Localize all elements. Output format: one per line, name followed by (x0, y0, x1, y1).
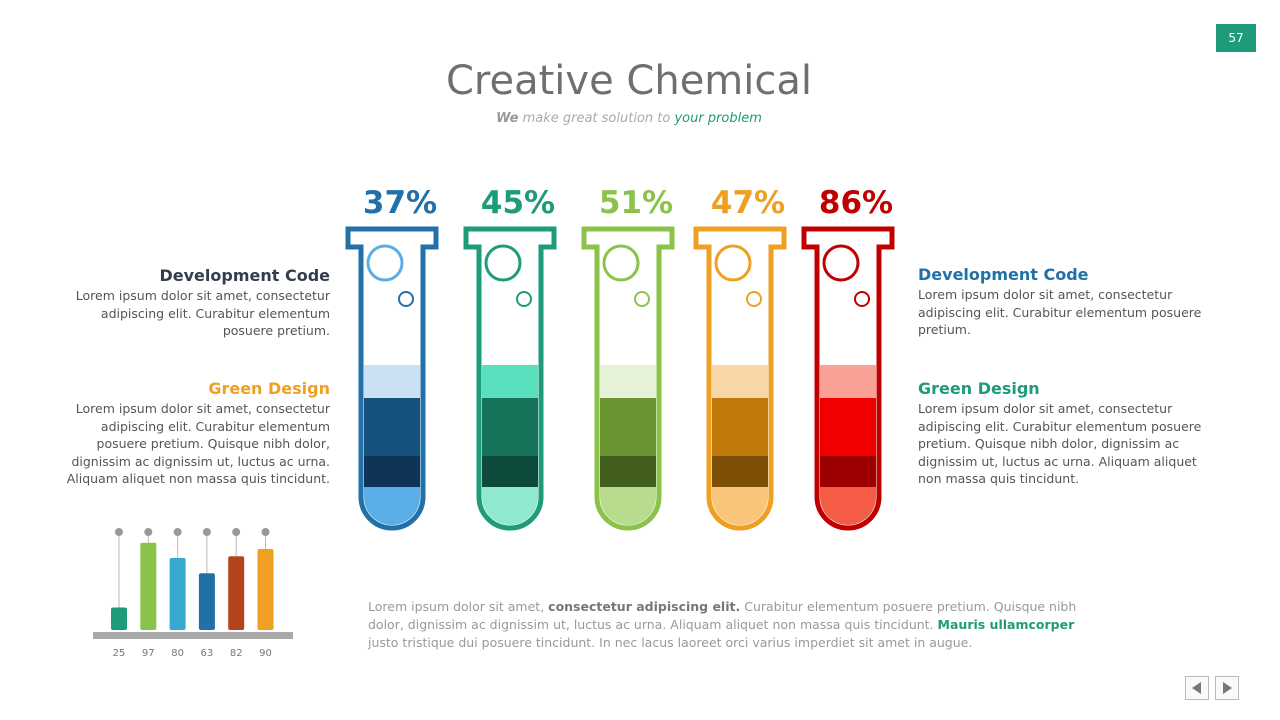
stem-dot (261, 528, 270, 536)
value-label: 82 (230, 648, 243, 659)
bubble (484, 244, 522, 282)
liquid-bottom (820, 487, 876, 525)
liquid-top (712, 365, 768, 398)
bar (169, 558, 186, 630)
next-icon (1223, 682, 1232, 694)
bubble (854, 291, 870, 307)
percent-label: 86% (819, 185, 893, 221)
stem-dot (115, 528, 123, 536)
liquid-mid (364, 398, 420, 456)
value-label: 97 (142, 648, 155, 659)
block-text: Lorem ipsum dolor sit amet, consectetur … (75, 288, 330, 338)
text: Lorem ipsum dolor sit amet, (368, 599, 545, 614)
percent-label: 51% (599, 185, 673, 221)
subtitle-text: make great solution to (522, 111, 671, 126)
stem-dot (202, 528, 211, 536)
bar (198, 573, 215, 630)
bubble (822, 244, 860, 282)
prev-button[interactable] (1185, 676, 1209, 700)
bold-text: consectetur adipiscing elit. (548, 599, 741, 614)
subtitle: We make great solution to your problem (0, 111, 1258, 126)
bar (257, 549, 274, 630)
stem-dot (173, 528, 182, 536)
liquid-mid (600, 398, 656, 456)
title: Creative Chemical (446, 58, 812, 104)
prev-icon (1192, 682, 1201, 694)
liquid-top (482, 365, 538, 398)
liquid-dark (364, 456, 420, 487)
text: Curabitur elementum posuere pretium. Qui… (368, 599, 1077, 632)
liquid-bottom (482, 487, 538, 525)
block-heading: Green Design (918, 379, 1040, 398)
liquid-bottom (600, 487, 656, 525)
bubble (714, 244, 752, 282)
bubble (634, 291, 650, 307)
liquid-dark (820, 456, 876, 487)
value-label: 25 (113, 648, 126, 659)
bar (140, 542, 157, 630)
bar (111, 607, 127, 630)
value-label: 63 (201, 648, 214, 659)
liquid-bottom (364, 487, 420, 525)
liquid-dark (712, 456, 768, 487)
subtitle-highlight: your problem (674, 111, 762, 126)
stem-dot (144, 528, 153, 536)
percent-label: 45% (481, 185, 555, 221)
bubble (398, 291, 414, 307)
next-button[interactable] (1215, 676, 1239, 700)
baseline (93, 632, 293, 639)
liquid-top (820, 365, 876, 398)
liquid-mid (482, 398, 538, 456)
block-heading: Development Code (159, 266, 330, 285)
liquid-mid (712, 398, 768, 456)
bubble (366, 244, 404, 282)
liquid-dark (482, 456, 538, 487)
text-block: Green Design Lorem ipsum dolor sit amet,… (918, 379, 1203, 488)
page-number: 57 (1216, 24, 1256, 52)
footer-text: Lorem ipsum dolor sit amet, consectetur … (368, 598, 1078, 652)
text-block: Development Code Lorem ipsum dolor sit a… (918, 265, 1203, 339)
subtitle-lead: We (496, 111, 519, 126)
value-label: 90 (259, 648, 272, 659)
bubble (746, 291, 762, 307)
block-text: Lorem ipsum dolor sit amet, consectetur … (918, 287, 1202, 337)
highlight-text: Mauris ullamcorper (937, 617, 1075, 632)
liquid-mid (820, 398, 876, 456)
percent-label: 47% (711, 185, 785, 221)
text: justo tristique dui posuere tincidunt. I… (368, 635, 973, 650)
text-block: Development Code Lorem ipsum dolor sit a… (50, 266, 330, 340)
liquid-dark (600, 456, 656, 487)
bar (228, 556, 245, 630)
block-heading: Green Design (208, 379, 330, 398)
text-block: Green Design Lorem ipsum dolor sit amet,… (50, 379, 330, 488)
percent-label: 37% (363, 185, 437, 221)
block-text: Lorem ipsum dolor sit amet, consectetur … (66, 401, 330, 486)
stem-dot (232, 528, 241, 536)
liquid-bottom (712, 487, 768, 525)
bubble (516, 291, 532, 307)
value-label: 80 (171, 648, 184, 659)
bubble (602, 244, 640, 282)
block-text: Lorem ipsum dolor sit amet, consectetur … (918, 401, 1202, 486)
liquid-top (600, 365, 656, 398)
liquid-top (364, 365, 420, 398)
block-heading: Development Code (918, 265, 1089, 284)
